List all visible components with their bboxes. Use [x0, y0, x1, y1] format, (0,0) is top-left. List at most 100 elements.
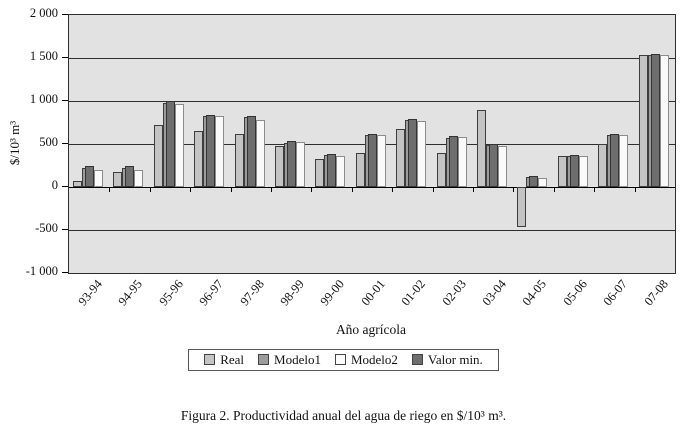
x-axis-title: Año agrícola: [335, 322, 407, 337]
bar-valor-min: [246, 115, 256, 187]
x-tick-label: 01-02: [398, 277, 429, 309]
x-axis-tick: [351, 187, 353, 192]
y-tick-label: 1 500: [29, 49, 58, 63]
bar-valor-min: [85, 166, 94, 187]
x-axis-tick: [190, 187, 192, 192]
x-tick-label: 93-94: [75, 277, 105, 309]
bar-valor-min: [287, 141, 296, 187]
bar-real: [517, 187, 527, 227]
bar-modelo2: [174, 103, 184, 187]
legend-label: Real: [220, 352, 245, 367]
y-tick-label: 2 000: [29, 6, 58, 20]
bar-modelo2: [619, 135, 629, 187]
x-tick-label: 94-95: [115, 277, 146, 309]
legend-label: Valor min.: [427, 352, 483, 367]
gridline: [69, 58, 675, 59]
bar-modelo2: [578, 156, 588, 187]
bar-modelo2: [498, 145, 507, 187]
bar-real: [275, 145, 284, 187]
bar-modelo2: [336, 155, 346, 187]
legend-swatch: [334, 354, 346, 365]
y-axis-tick: [62, 272, 68, 273]
y-tick-label: 0: [51, 178, 58, 192]
x-axis-tick: [634, 187, 636, 192]
y-tick-label: -1 000: [25, 264, 58, 278]
bar-real: [396, 129, 406, 187]
x-axis-tick: [149, 187, 151, 192]
bar-valor-min: [408, 119, 418, 187]
legend-swatch: [204, 354, 216, 365]
bar-real: [638, 54, 648, 187]
legend: Real Modelo1 Modelo2 Valor min.: [188, 349, 499, 371]
legend-wrap: Real Modelo1 Modelo2 Valor min.: [0, 349, 687, 371]
gridline: [69, 101, 675, 102]
x-tick-label: 95-96: [156, 277, 186, 309]
y-tick-label: -500: [35, 221, 58, 235]
bar-modelo2: [134, 169, 144, 187]
x-tick-label: 05-06: [560, 277, 590, 309]
legend-swatch: [258, 354, 270, 365]
legend-swatch: [411, 354, 423, 365]
y-tick-label: 500: [39, 135, 58, 149]
bar-modelo2: [215, 115, 225, 187]
bar-valor-min: [650, 53, 660, 187]
bar-real: [73, 180, 82, 187]
legend-item: Real: [204, 352, 244, 367]
x-tick-label: 03-04: [479, 277, 509, 309]
x-axis-tick: [594, 187, 596, 192]
bar-real: [557, 156, 567, 187]
bar-modelo2: [538, 177, 548, 187]
bar-modelo2: [296, 142, 305, 187]
bar-valor-min: [206, 114, 216, 187]
bar-valor-min: [448, 136, 458, 187]
gridline: [69, 187, 675, 188]
y-axis-tick: [62, 186, 68, 187]
gridline: [69, 230, 675, 231]
x-axis-tick: [230, 187, 232, 192]
x-tick-label: 00-01: [358, 277, 388, 309]
bar-real: [113, 172, 123, 187]
legend-label: Modelo1: [274, 352, 321, 367]
bar-modelo2: [659, 54, 669, 187]
x-axis-tick: [553, 187, 555, 192]
bar-modelo2: [376, 134, 386, 187]
bar-real: [436, 152, 446, 187]
y-axis-tick: [62, 143, 68, 144]
bar-real: [153, 125, 163, 187]
chart-area: $/10³ m³ Año agrícola Real Modelo1 Modelo2…: [0, 6, 687, 371]
bar-valor-min: [610, 133, 620, 187]
y-axis-tick: [62, 14, 68, 15]
plot-area: [68, 14, 676, 274]
y-axis-tick: [62, 57, 68, 58]
bar-real: [598, 144, 608, 187]
bar-modelo2: [417, 120, 427, 187]
bar-valor-min: [367, 133, 377, 187]
bar-valor-min: [327, 153, 337, 187]
bar-real: [477, 110, 486, 187]
x-tick-label: 06-07: [600, 277, 631, 309]
y-axis-tick: [62, 229, 68, 230]
bar-real: [355, 152, 365, 187]
x-tick-label: 97-98: [237, 277, 267, 309]
x-axis-tick: [432, 187, 434, 192]
figure-caption: Figura 2. Productividad anual del agua d…: [180, 408, 507, 423]
x-axis-tick: [473, 187, 474, 192]
x-tick-label: 98-99: [277, 277, 307, 309]
bar-valor-min: [529, 175, 539, 187]
x-tick-label: 07-08: [641, 277, 671, 309]
y-axis-tick: [62, 100, 68, 101]
x-axis-tick: [392, 187, 394, 192]
x-tick-label: 02-03: [439, 277, 469, 309]
bar-valor-min: [165, 101, 175, 187]
x-tick-label: 04-05: [519, 277, 550, 309]
legend-label: Modelo2: [350, 352, 398, 367]
bar-real: [234, 133, 244, 187]
legend-item: Modelo1: [258, 352, 321, 367]
bar-valor-min: [125, 166, 135, 187]
y-tick-label: 1 000: [29, 92, 58, 106]
bar-real: [194, 131, 204, 187]
bar-modelo2: [255, 119, 265, 187]
bar-modelo2: [457, 137, 467, 187]
bar-valor-min: [569, 155, 579, 187]
